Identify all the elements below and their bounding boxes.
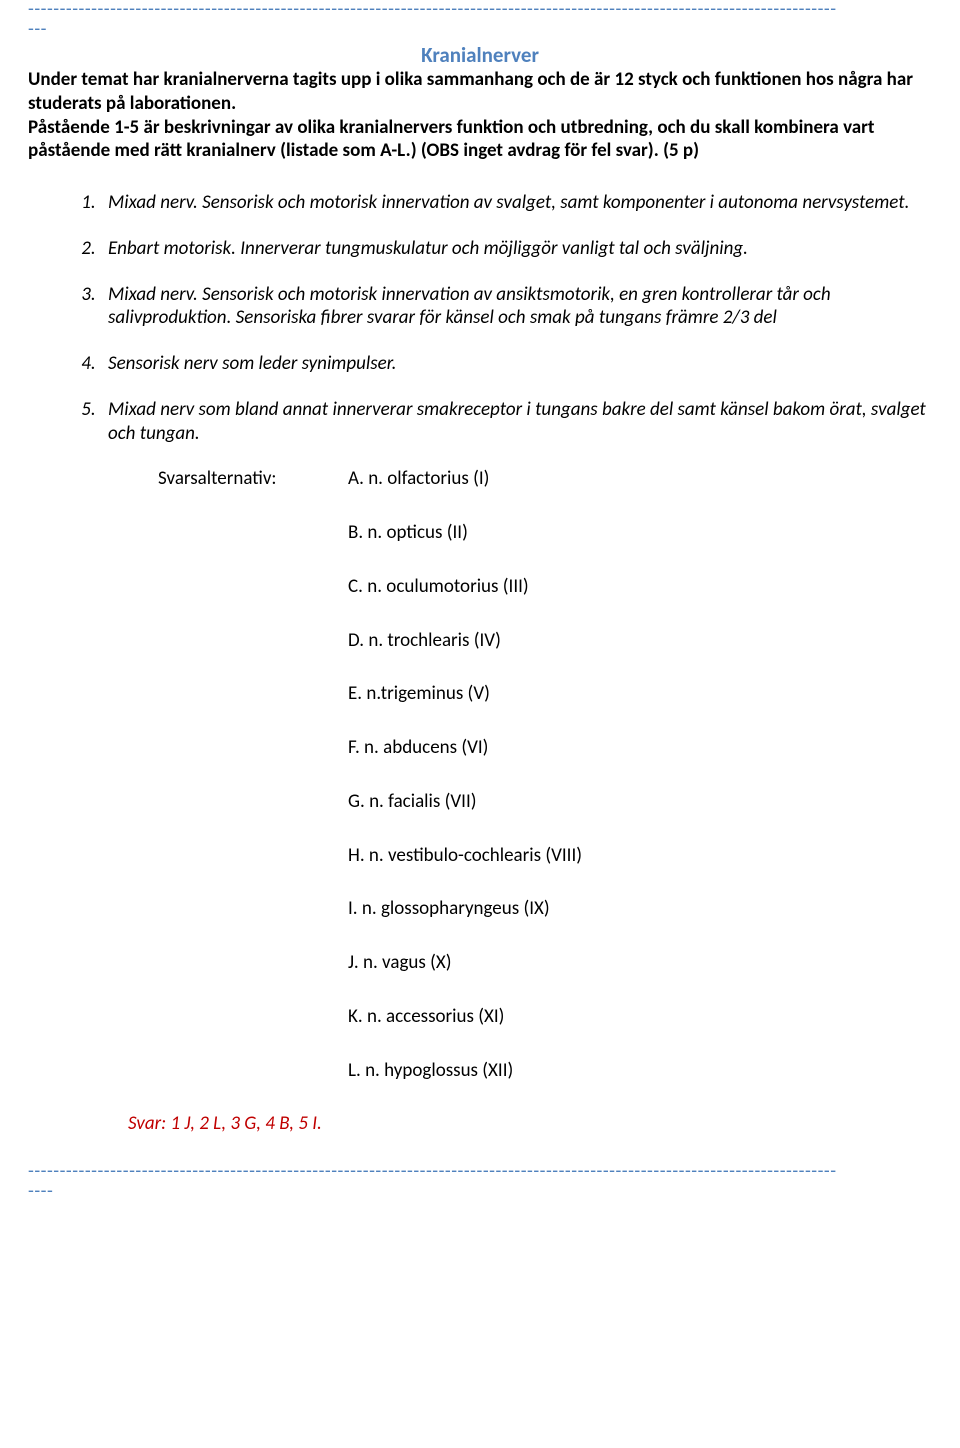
alternative-item: G. n. facialis (VII) (348, 790, 932, 814)
answer-line: Svar: 1 J, 2 L, 3 G, 4 B, 5 I. (28, 1112, 932, 1136)
alternative-item: D. n. trochlearis (IV) (348, 629, 932, 653)
document-page: ----------------------------------------… (0, 0, 960, 1202)
alternative-item: H. n. vestibulo-cochlearis (VIII) (348, 844, 932, 868)
alternative-item: A. n. olfactorius (I) (348, 467, 932, 491)
statement-item: Mixad nerv. Sensorisk och motorisk inner… (100, 191, 932, 215)
bottom-rule-line2: ---- (28, 1182, 932, 1202)
statements-list: Mixad nerv. Sensorisk och motorisk inner… (28, 191, 932, 445)
alternative-item: K. n. accessorius (XI) (348, 1005, 932, 1029)
statement-item: Mixad nerv som bland annat innerverar sm… (100, 398, 932, 446)
alternative-item: E. n.trigeminus (V) (348, 682, 932, 706)
section-title: Kranialnerver (28, 42, 932, 68)
alternative-item: C. n. oculumotorius (III) (348, 575, 932, 599)
intro-paragraph-1: Under temat har kranialnerverna tagits u… (28, 68, 932, 116)
alternative-item: I. n. glossopharyngeus (IX) (348, 897, 932, 921)
top-rule-line1: ----------------------------------------… (28, 0, 932, 20)
statement-item: Mixad nerv. Sensorisk och motorisk inner… (100, 283, 932, 331)
alternatives-list: B. n. opticus (II) C. n. oculumotorius (… (28, 521, 932, 1082)
top-rule-line2: --- (28, 20, 932, 40)
alternative-item: B. n. opticus (II) (348, 521, 932, 545)
alternative-item: J. n. vagus (X) (348, 951, 932, 975)
alternative-item: L. n. hypoglossus (XII) (348, 1059, 932, 1083)
alternative-item: F. n. abducens (VI) (348, 736, 932, 760)
intro-paragraph-2: Påstående 1-5 är beskrivningar av olika … (28, 116, 932, 164)
statement-item: Sensorisk nerv som leder synimpulser. (100, 352, 932, 376)
alternatives-label: Svarsalternativ: (158, 467, 348, 491)
statement-item: Enbart motorisk. Innerverar tungmuskulat… (100, 237, 932, 261)
bottom-rule-line1: ----------------------------------------… (28, 1162, 932, 1182)
alternatives-row: Svarsalternativ: A. n. olfactorius (I) (28, 467, 932, 491)
